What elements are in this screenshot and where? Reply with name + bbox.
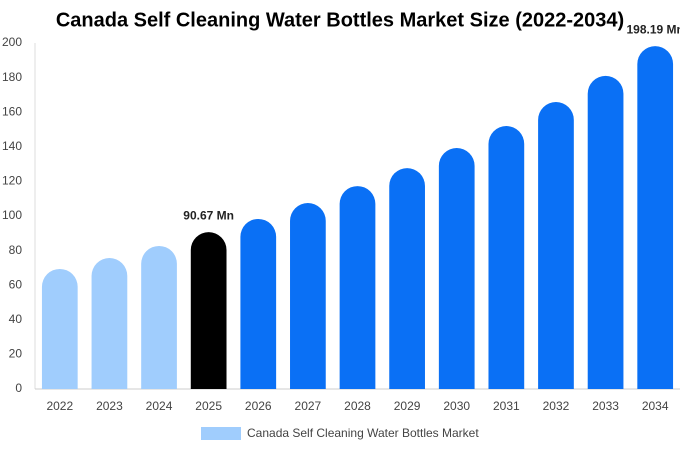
legend-label: Canada Self Cleaning Water Bottles Marke… (247, 426, 479, 440)
x-tick-label: 2032 (543, 399, 570, 413)
value-label: 198.19 Mn (627, 22, 680, 36)
y-tick-label: 80 (9, 243, 23, 257)
chart-title: Canada Self Cleaning Water Bottles Marke… (56, 9, 624, 31)
x-tick-label: 2024 (146, 399, 173, 413)
bar (538, 101, 574, 390)
bar (488, 126, 525, 389)
y-tick-label: 120 (2, 174, 22, 188)
bar (637, 46, 674, 390)
x-tick-label: 2023 (96, 399, 123, 413)
x-tick-label: 2033 (592, 399, 619, 413)
x-tick-label: 2026 (245, 399, 272, 413)
y-tick-label: 60 (9, 277, 23, 291)
value-label: 90.67 Mn (183, 208, 234, 222)
bar (141, 245, 177, 389)
x-tick-label: 2034 (642, 399, 669, 413)
x-tick-label: 2029 (394, 399, 421, 413)
x-tick-label: 2031 (493, 399, 520, 413)
y-tick-label: 180 (2, 70, 22, 84)
y-tick-label: 200 (2, 35, 22, 49)
x-tick-label: 2027 (295, 399, 322, 413)
bar (389, 168, 425, 389)
bar (438, 148, 475, 389)
x-tick-label: 2028 (344, 399, 371, 413)
y-tick-label: 20 (9, 347, 23, 361)
bar (91, 258, 128, 389)
x-tick-label: 2022 (46, 399, 73, 413)
bar (587, 75, 624, 389)
bar (290, 203, 326, 389)
bar (41, 268, 78, 389)
y-tick-label: 160 (2, 104, 22, 118)
y-tick-label: 40 (9, 312, 23, 326)
bar (240, 218, 277, 389)
x-tick-label: 2025 (195, 399, 222, 413)
x-tick-label: 2030 (443, 399, 470, 413)
legend-swatch (201, 427, 241, 440)
y-tick-label: 140 (2, 139, 22, 153)
bar (339, 186, 376, 389)
y-tick-label: 100 (2, 208, 22, 222)
y-tick-label: 0 (15, 381, 22, 395)
bar (190, 232, 227, 389)
